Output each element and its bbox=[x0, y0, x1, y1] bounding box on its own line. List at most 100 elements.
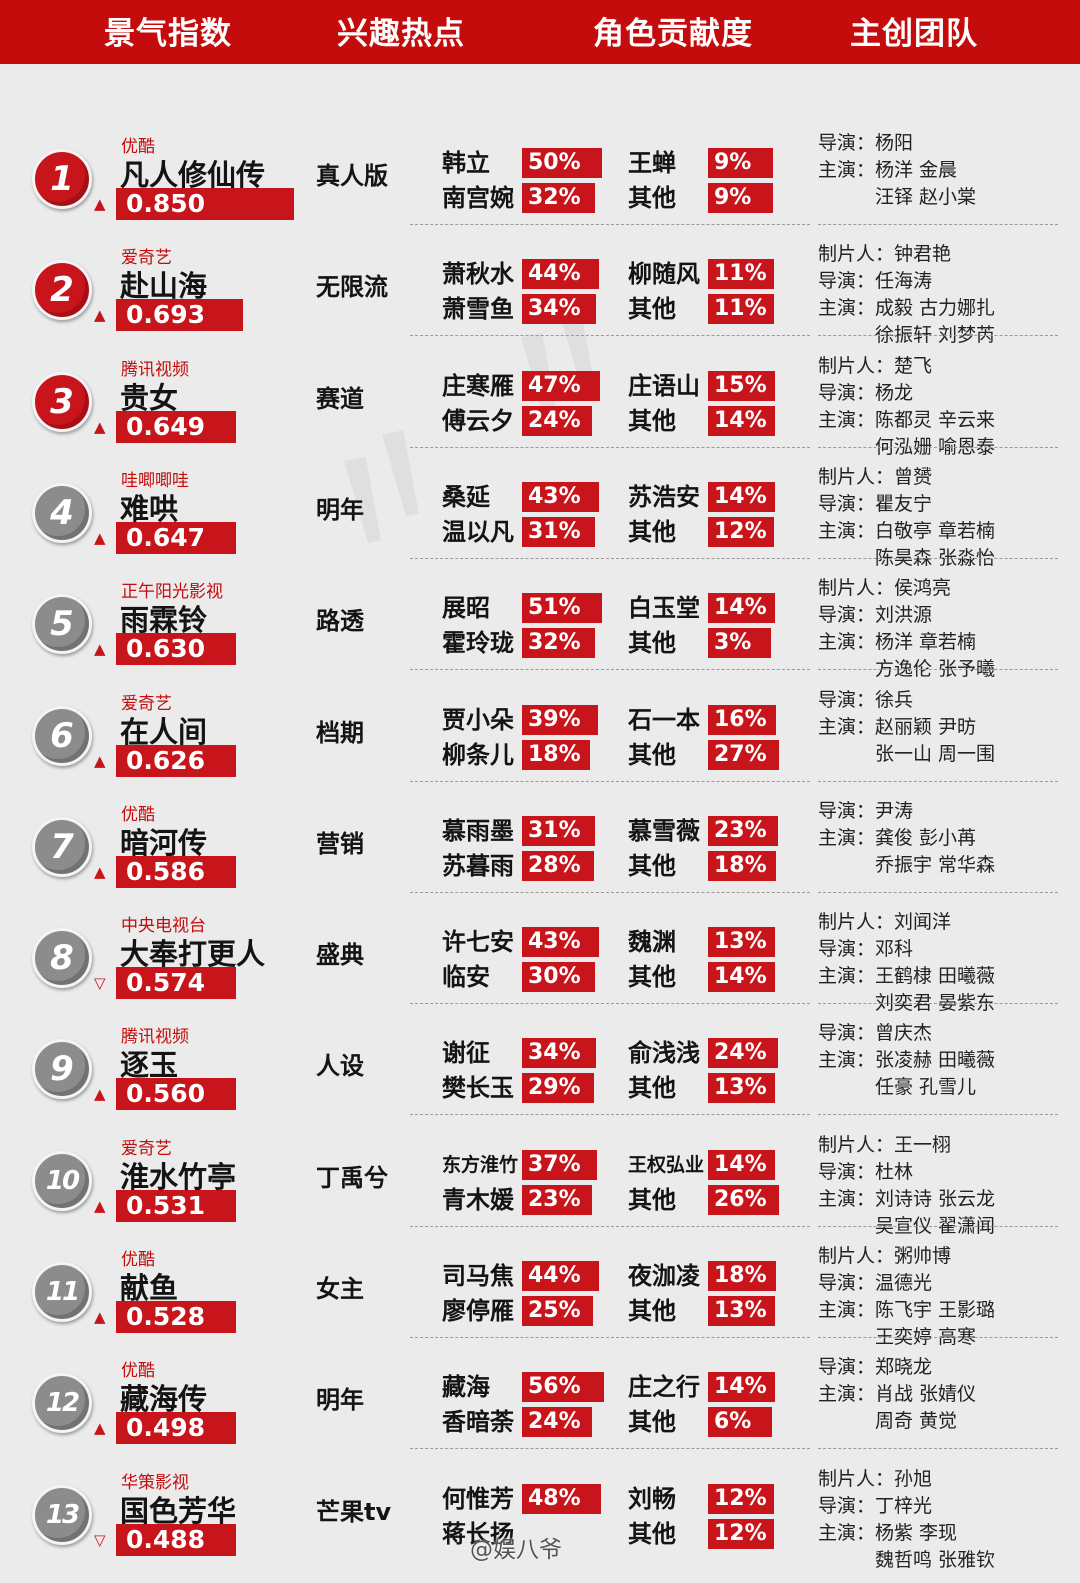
header-col-team: 主创团队 bbox=[850, 16, 978, 52]
crew-role-label: 导演： bbox=[818, 132, 876, 154]
role-name: 蒋长扬 bbox=[442, 1519, 514, 1548]
crew-role-label: 导演： bbox=[818, 938, 876, 961]
crew-team: 导演：尹涛 主演：龚俊 彭小苒 乔振宇 常华森 bbox=[818, 798, 995, 879]
rank-badge: 13 bbox=[32, 1484, 92, 1545]
rank-badge: 5 bbox=[32, 594, 92, 655]
table-row: 8 中央电视台 大奉打更人 ▽ 0.574 盛典 许七安 43% 临安 30% 魏渊 13% 其他 14%… bbox=[0, 897, 1080, 1014]
platform-label: 优酷 bbox=[121, 1361, 155, 1382]
crew-names: 徐兵 bbox=[875, 688, 914, 711]
role-percent-bar: 24% bbox=[522, 1407, 592, 1438]
crew-names: 丁梓光 bbox=[875, 1494, 933, 1517]
crew-team: 导演：曾庆杰 主演：张凌赫 田曦薇 任豪 孔雪儿 bbox=[818, 1020, 995, 1101]
role-name: 温以凡 bbox=[442, 517, 514, 546]
crew-line: 主演：赵丽颖 尹昉 bbox=[818, 714, 995, 741]
crew-line: 主演：杨洋 章若楠 bbox=[818, 629, 995, 656]
crew-names: 曾庆杰 bbox=[875, 1022, 933, 1045]
crew-line: 制片人：侯鸿亮 bbox=[818, 575, 995, 602]
header-col-role: 角色贡献度 bbox=[593, 16, 753, 52]
role-name: 桑延 bbox=[442, 482, 490, 511]
crew-line: 导演：杨龙 bbox=[818, 380, 995, 407]
crew-role-label: 导演： bbox=[818, 381, 876, 404]
trend-up-icon: ▲ bbox=[94, 640, 106, 659]
score-bar: 0.528 bbox=[116, 1301, 236, 1333]
role-percent-bar: 16% bbox=[708, 704, 776, 735]
score-bar: 0.647 bbox=[116, 521, 236, 554]
score-bar: 0.586 bbox=[116, 855, 236, 888]
trend-up-icon: ▲ bbox=[94, 195, 106, 213]
header-bar: 景气指数 兴趣热点 角色贡献度 主创团队 bbox=[0, 0, 1080, 64]
role-percent-bar: 11% bbox=[708, 294, 774, 325]
crew-team: 制片人：曾赟 导演：瞿友宁 主演：白敬亭 章若楠 陈昊森 张淼怡 bbox=[818, 464, 995, 572]
score-bar: 0.649 bbox=[116, 410, 236, 443]
row-divider bbox=[410, 1448, 810, 1450]
rank-badge: 9 bbox=[32, 1039, 92, 1100]
crew-names: 孙旭 bbox=[894, 1467, 933, 1490]
row-divider bbox=[410, 557, 810, 559]
crew-role-label: 主演： bbox=[818, 715, 876, 738]
crew-names: 肖战 张婧仪 bbox=[875, 1383, 977, 1406]
row-divider bbox=[818, 446, 1058, 448]
platform-label: 正午阳光影视 bbox=[121, 582, 223, 603]
interest-hotspot: 明年 bbox=[316, 495, 364, 524]
row-divider bbox=[410, 891, 810, 893]
crew-names: 刘诗诗 张云龙 bbox=[875, 1187, 996, 1210]
role-percent-bar: 34% bbox=[522, 294, 596, 325]
role-name: 其他 bbox=[628, 1185, 676, 1214]
crew-line: 导演：刘洪源 bbox=[818, 602, 995, 629]
role-name: 慕雨墨 bbox=[442, 816, 514, 845]
crew-names: 瞿友宁 bbox=[875, 492, 933, 515]
rank-badge: 2 bbox=[32, 260, 92, 321]
crew-names: 任海涛 bbox=[875, 270, 933, 293]
crew-role-label: 制片人： bbox=[818, 243, 895, 266]
crew-line: 乔振宇 常华森 bbox=[818, 852, 995, 879]
crew-role-label: 主演： bbox=[818, 1049, 876, 1072]
crew-line: 导演：杜林 bbox=[818, 1159, 995, 1186]
table-row: 10 爱奇艺 淮水竹亭 ▲ 0.531 丁禹兮 东方淮竹 37% 青木媛 23% 王权弘业 14% 其他… bbox=[0, 1120, 1080, 1237]
crew-names: 温德光 bbox=[875, 1272, 933, 1294]
table-row: 9 腾讯视频 逐玉 ▲ 0.560 人设 谢征 34% 樊长玉 29% 俞浅浅 24% 其他 13% 导演：… bbox=[0, 1008, 1080, 1120]
crew-names: 钟君艳 bbox=[894, 243, 952, 266]
row-divider bbox=[818, 1225, 1058, 1227]
crew-role-label: 主演： bbox=[818, 1187, 876, 1210]
crew-team: 制片人：粥帅博 导演：温德光 主演：陈飞宇 王影璐 王奕婷 高寒 bbox=[818, 1243, 995, 1351]
role-percent-bar: 23% bbox=[708, 815, 778, 846]
crew-names: 杨龙 bbox=[875, 381, 914, 404]
crew-team: 导演：徐兵 主演：赵丽颖 尹昉 张一山 周一围 bbox=[818, 687, 995, 768]
role-name: 柳随风 bbox=[628, 260, 700, 289]
role-percent-bar: 9% bbox=[708, 148, 773, 178]
role-percent-bar: 11% bbox=[708, 259, 774, 290]
role-name: 谢征 bbox=[442, 1039, 490, 1068]
crew-role-label: 主演： bbox=[818, 965, 876, 988]
role-percent-bar: 12% bbox=[708, 516, 774, 547]
rank-badge: 10 bbox=[32, 1150, 92, 1211]
role-percent-bar: 48% bbox=[522, 1483, 601, 1514]
interest-hotspot: 无限流 bbox=[316, 273, 388, 302]
role-name: 俞浅浅 bbox=[628, 1039, 700, 1068]
crew-line: 张一山 周一围 bbox=[818, 741, 995, 768]
row-divider bbox=[410, 1003, 810, 1005]
crew-line: 主演：成毅 古力娜扎 bbox=[818, 295, 995, 322]
role-percent-bar: 18% bbox=[708, 850, 776, 881]
table-row: 6 爱奇艺 在人间 ▲ 0.626 档期 贾小朵 39% 柳条儿 18% 石一本 16% 其他 27% 导演… bbox=[0, 675, 1080, 787]
trend-up-icon: ▲ bbox=[94, 1419, 106, 1438]
show-title: 雨霖铃 bbox=[120, 603, 208, 638]
interest-hotspot: 档期 bbox=[316, 718, 364, 747]
trend-up-icon: ▲ bbox=[94, 417, 106, 436]
role-name: 展昭 bbox=[442, 594, 490, 623]
crew-names: 王鹤棣 田曦薇 bbox=[875, 965, 996, 988]
interest-hotspot: 丁禹兮 bbox=[316, 1163, 388, 1192]
role-name: 其他 bbox=[628, 1519, 676, 1548]
interest-hotspot: 芒果tv bbox=[316, 1497, 392, 1526]
crew-line: 主演：杨洋 金晨 bbox=[818, 157, 976, 184]
role-percent-bar: 3% bbox=[708, 628, 771, 659]
platform-label: 腾讯视频 bbox=[121, 359, 189, 380]
role-name: 其他 bbox=[628, 1074, 676, 1103]
rank-badge: 1 bbox=[32, 149, 92, 209]
show-title: 凡人修仙传 bbox=[120, 158, 266, 192]
table-row: 7 优酷 暗河传 ▲ 0.586 营销 慕雨墨 31% 苏暮雨 28% 慕雪薇 23% 其他 18% 导演：… bbox=[0, 786, 1080, 898]
crew-role-label: 导演： bbox=[818, 270, 876, 293]
crew-line: 汪铎 赵小棠 bbox=[818, 184, 976, 211]
crew-names: 汪铎 赵小棠 bbox=[875, 186, 977, 208]
score-bar: 0.498 bbox=[116, 1412, 236, 1445]
row-divider bbox=[818, 335, 1058, 337]
